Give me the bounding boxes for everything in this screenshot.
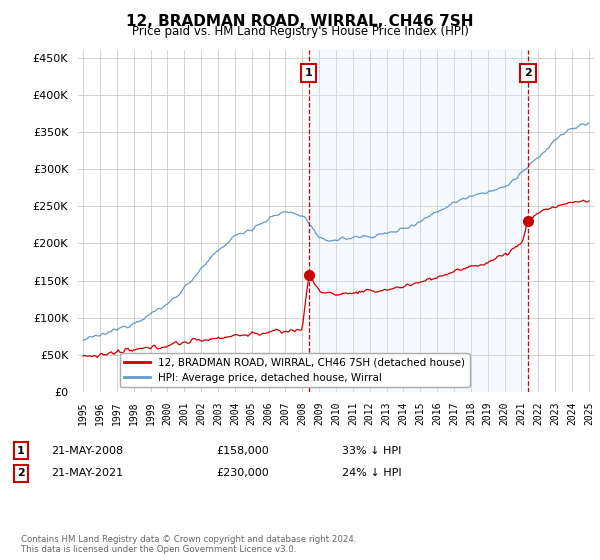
- Legend: 12, BRADMAN ROAD, WIRRAL, CH46 7SH (detached house), HPI: Average price, detache: 12, BRADMAN ROAD, WIRRAL, CH46 7SH (deta…: [120, 353, 470, 387]
- Text: 1: 1: [305, 68, 313, 78]
- Text: 2: 2: [524, 68, 532, 78]
- Text: Contains HM Land Registry data © Crown copyright and database right 2024.
This d: Contains HM Land Registry data © Crown c…: [21, 535, 356, 554]
- Text: £158,000: £158,000: [216, 446, 269, 456]
- Text: 2: 2: [17, 468, 25, 478]
- Text: 1: 1: [17, 446, 25, 456]
- Text: £230,000: £230,000: [216, 468, 269, 478]
- Text: 21-MAY-2021: 21-MAY-2021: [51, 468, 123, 478]
- Text: 12, BRADMAN ROAD, WIRRAL, CH46 7SH: 12, BRADMAN ROAD, WIRRAL, CH46 7SH: [126, 14, 474, 29]
- Text: 24% ↓ HPI: 24% ↓ HPI: [342, 468, 401, 478]
- Bar: [308, 50, 528, 392]
- Text: 33% ↓ HPI: 33% ↓ HPI: [342, 446, 401, 456]
- Text: Price paid vs. HM Land Registry's House Price Index (HPI): Price paid vs. HM Land Registry's House …: [131, 25, 469, 38]
- Text: 21-MAY-2008: 21-MAY-2008: [51, 446, 123, 456]
